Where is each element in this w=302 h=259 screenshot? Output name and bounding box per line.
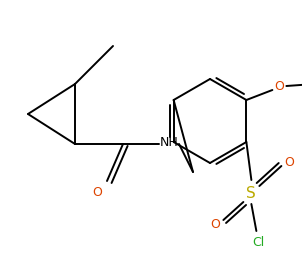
Text: Cl: Cl [252, 236, 265, 249]
Text: O: O [92, 186, 102, 199]
Text: O: O [284, 155, 294, 169]
Text: O: O [210, 218, 220, 231]
Text: O: O [275, 80, 284, 92]
Text: NH: NH [160, 135, 178, 148]
Text: S: S [246, 186, 256, 202]
